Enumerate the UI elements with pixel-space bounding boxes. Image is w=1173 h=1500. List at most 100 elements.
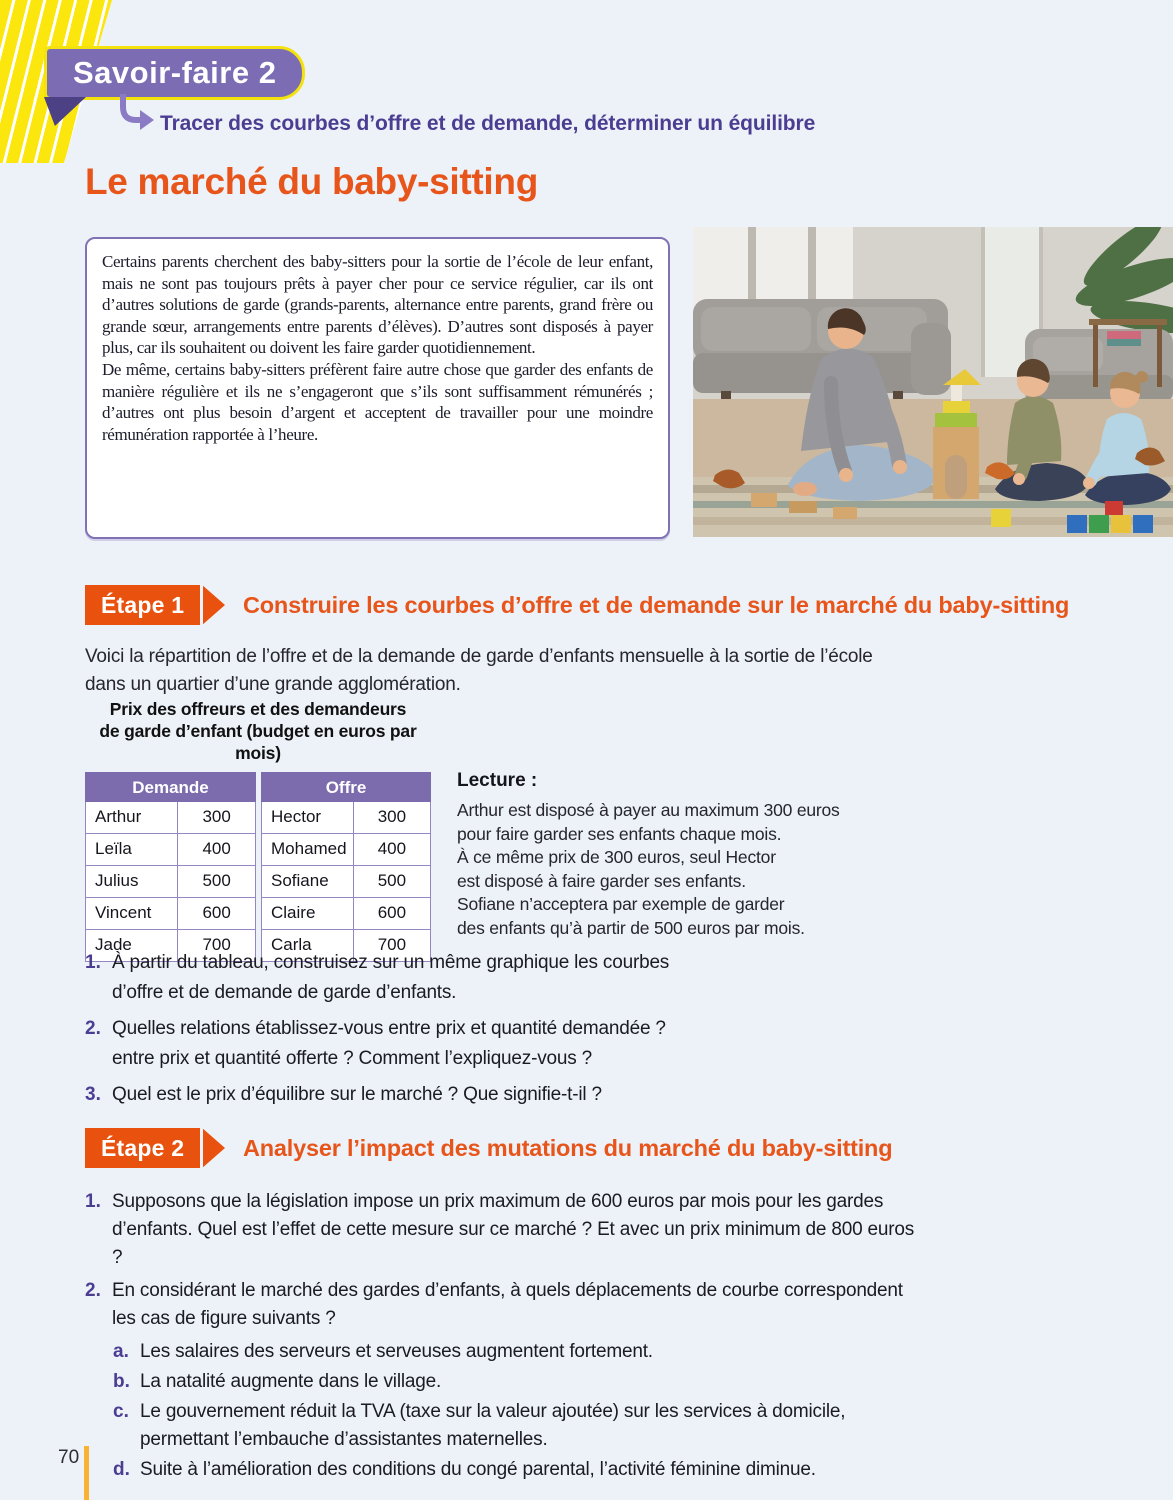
etape1-questions: 1. À partir du tableau, construisez sur … bbox=[85, 948, 745, 1116]
lecture-label: Lecture : bbox=[457, 770, 538, 791]
etape1-intro: Voici la répartition de l’offre et de la… bbox=[85, 643, 873, 699]
subquestion-letter: d. bbox=[113, 1459, 130, 1480]
question-1: 1. Supposons que la législation impose u… bbox=[85, 1188, 985, 1272]
intro-paragraph-2: De même, certains baby-sitters préfèrent… bbox=[102, 359, 653, 444]
etape2-questions: 1. Supposons que la législation impose u… bbox=[85, 1188, 985, 1486]
table-row: Carla 700 bbox=[261, 930, 431, 962]
table-row: Jade 700 bbox=[85, 930, 256, 962]
question-text: Quel est le prix d’équilibre sur le marc… bbox=[112, 1084, 602, 1105]
subquestion-text: Suite à l’amélioration des conditions du… bbox=[140, 1459, 816, 1480]
intro-paragraph-1: Certains parents cherchent des baby-sitt… bbox=[102, 252, 653, 358]
lecture-line: À ce même prix de 300 euros, seul Hector bbox=[457, 847, 776, 867]
lecture-line: des enfants qu’à partir de 500 euros par… bbox=[457, 917, 805, 938]
lecture-line: pour faire garder ses enfants chaque moi… bbox=[457, 823, 782, 844]
etape2-badge: Étape 2 bbox=[85, 1128, 201, 1168]
photo-girl bbox=[1083, 371, 1171, 505]
table-cell-name: Leïla bbox=[85, 834, 178, 866]
photo-couch-right bbox=[1025, 329, 1173, 401]
page-title: Le marché du baby-sitting bbox=[85, 161, 539, 202]
table-row: Hector 300 bbox=[261, 802, 431, 834]
question-number: 3. bbox=[85, 1084, 101, 1105]
lecture-line: Arthur est disposé à payer au maximum 30… bbox=[457, 800, 840, 820]
etape1-intro-line1: Voici la répartition de l’offre et de la… bbox=[85, 646, 873, 667]
table-cell-name: Sofiane bbox=[261, 866, 353, 898]
savoir-faire-badge: Savoir-faire 2 bbox=[44, 46, 306, 100]
table-cell-value: 300 bbox=[352, 802, 431, 834]
table-title-line1: Prix des offreurs et des demandeurs bbox=[109, 699, 407, 719]
table-cell-value: 700 bbox=[177, 930, 256, 962]
subquestion-a: a. Les salaires des serveurs et serveuse… bbox=[113, 1338, 985, 1366]
table-header-offre: Offre bbox=[261, 772, 431, 802]
subquestion-text: Le gouvernement réduit la TVA (taxe sur … bbox=[140, 1401, 846, 1450]
question-text: Quelles relations établissez-vous entre … bbox=[112, 1018, 666, 1069]
photo-toys bbox=[713, 447, 1165, 533]
question-1: 1. À partir du tableau, construisez sur … bbox=[85, 948, 745, 1008]
photo-side-table bbox=[1089, 319, 1167, 387]
intro-text-box: Certains parents cherchent des baby-sitt… bbox=[85, 237, 670, 539]
etape1-intro-line2: dans un quartier d’une grande agglomérat… bbox=[85, 674, 461, 695]
subquestion-letter: b. bbox=[113, 1371, 130, 1392]
lesson-objective: Tracer des courbes d’offre et de demande… bbox=[160, 112, 816, 135]
subquestion-text: La natalité augmente dans le village. bbox=[140, 1371, 442, 1392]
price-table: Demande Arthur 300 Leïla 400 Julius 500 Vin… bbox=[85, 772, 431, 962]
table-cell-value: 700 bbox=[352, 930, 431, 962]
question-2: 2. Quelles relations établissez-vous ent… bbox=[85, 1014, 745, 1074]
table-cell-name: Mohamed bbox=[261, 834, 353, 866]
table-row: Mohamed 400 bbox=[261, 834, 431, 866]
table-cell-name: Hector bbox=[261, 802, 353, 834]
table-demande-column: Demande Arthur 300 Leïla 400 Julius 500 Vin… bbox=[85, 772, 256, 962]
etape1-badge: Étape 1 bbox=[85, 585, 201, 625]
etape1-title: Construire les courbes d’offre et de dem… bbox=[243, 592, 1070, 618]
table-row: Sofiane 500 bbox=[261, 866, 431, 898]
etape2-title: Analyser l’impact des mutations du march… bbox=[243, 1135, 893, 1161]
photo-block-tower bbox=[933, 369, 981, 499]
table-cell-name: Jade bbox=[85, 930, 178, 962]
question-2: 2. En considérant le marché des gardes d… bbox=[85, 1277, 985, 1333]
question-3: 3. Quel est le prix d’équilibre sur le m… bbox=[85, 1080, 745, 1110]
table-cell-value: 500 bbox=[177, 866, 256, 898]
photo-boy bbox=[995, 358, 1089, 501]
table-row: Arthur 300 bbox=[85, 802, 256, 834]
lecture-line: est disposé à faire garder ses enfants. bbox=[457, 870, 746, 891]
subquestion-letter: c. bbox=[113, 1401, 129, 1422]
subquestion-b: b. La natalité augmente dans le village. bbox=[113, 1368, 985, 1396]
table-cell-value: 600 bbox=[177, 898, 256, 930]
table-cell-name: Carla bbox=[261, 930, 353, 962]
photo-babysitter-playing-with-children bbox=[693, 227, 1173, 537]
chevron-right-icon bbox=[203, 585, 225, 625]
table-row: Leïla 400 bbox=[85, 834, 256, 866]
arrow-down-right-icon bbox=[116, 94, 158, 134]
table-cell-name: Julius bbox=[85, 866, 178, 898]
table-cell-value: 400 bbox=[352, 834, 431, 866]
table-row: Vincent 600 bbox=[85, 898, 256, 930]
table-cell-value: 500 bbox=[352, 866, 431, 898]
table-row: Claire 600 bbox=[261, 898, 431, 930]
page-number-bar bbox=[84, 1446, 89, 1500]
question-text: À partir du tableau, construisez sur un … bbox=[112, 952, 670, 1003]
lecture-block: Lecture : Arthur est disposé à payer au … bbox=[457, 770, 887, 940]
table-offre-column: Offre Hector 300 Mohamed 400 Sofiane 500 Cl… bbox=[261, 772, 431, 962]
subquestion-text: Les salaires des serveurs et serveuses a… bbox=[140, 1341, 653, 1362]
price-table-block: Prix des offreurs et des demandeurs de g… bbox=[85, 698, 431, 962]
subquestion-d: d. Suite à l’amélioration des conditions… bbox=[113, 1456, 985, 1484]
table-cell-name: Claire bbox=[261, 898, 353, 930]
photo-man bbox=[788, 308, 938, 501]
page-number: 70 bbox=[58, 1447, 80, 1468]
question-number: 2. bbox=[85, 1018, 101, 1039]
table-header-demande: Demande bbox=[85, 772, 256, 802]
subquestion-c: c. Le gouvernement réduit la TVA (taxe s… bbox=[113, 1398, 985, 1454]
table-row: Julius 500 bbox=[85, 866, 256, 898]
chevron-right-icon bbox=[203, 1128, 225, 1168]
table-title-line2: de garde d’enfant (budget en euros par m… bbox=[99, 721, 417, 763]
question-text: Supposons que la législation impose un p… bbox=[112, 1191, 915, 1268]
lecture-line: Sofiane n’acceptera par exemple de garde… bbox=[457, 894, 785, 914]
question-number: 1. bbox=[85, 952, 101, 973]
table-cell-value: 300 bbox=[177, 802, 256, 834]
table-cell-value: 400 bbox=[177, 834, 256, 866]
question-number: 2. bbox=[85, 1280, 101, 1301]
question-number: 1. bbox=[85, 1191, 101, 1212]
table-cell-value: 600 bbox=[352, 898, 431, 930]
table-cell-name: Arthur bbox=[85, 802, 178, 834]
question-text: En considérant le marché des gardes d’en… bbox=[112, 1280, 903, 1329]
table-cell-name: Vincent bbox=[85, 898, 178, 930]
